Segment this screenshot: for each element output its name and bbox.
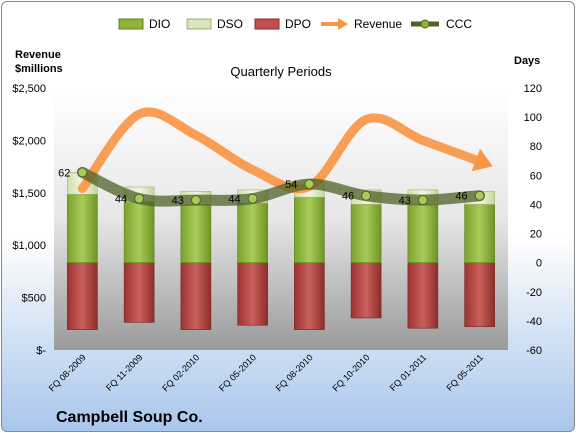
ccc-marker — [474, 190, 485, 201]
dio-bar — [464, 204, 495, 263]
right-tick-label: 20 — [530, 229, 542, 241]
category-label: FQ 05-2011 — [444, 352, 485, 393]
legend-revenue-arrow-icon — [321, 18, 348, 30]
ccc-series: 62 44 43 44 54 46 43 46 — [58, 166, 486, 207]
right-axis-label: Days — [514, 55, 540, 67]
dpo-bar — [294, 262, 325, 330]
left-axis-label-line1: Revenue — [15, 49, 61, 61]
left-tick-label: $2,500 — [12, 83, 46, 95]
legend-ccc-line-icon — [411, 19, 439, 29]
right-tick-label: 0 — [536, 258, 542, 270]
revenue-series — [77, 107, 493, 194]
revenue-arrowhead — [471, 148, 493, 172]
ccc-marker — [304, 179, 315, 190]
dio-bar — [123, 201, 155, 263]
legend-dpo-label: DPO — [285, 17, 311, 31]
dio-bar — [180, 204, 212, 263]
category-labels: FQ 08-2009 FQ 11-2009 FQ 02-2010 FQ 05-2010… — [47, 352, 485, 393]
right-tick-label: 80 — [530, 141, 542, 153]
left-tick-label: $- — [36, 345, 46, 357]
legend-dio-label: DIO — [149, 17, 170, 31]
ccc-data-label: 46 — [455, 191, 467, 203]
company-name: Campbell Soup Co. — [56, 409, 203, 426]
chart-title: Quarterly Periods — [230, 64, 332, 79]
right-tick-label: -60 — [526, 345, 542, 357]
ccc-marker — [247, 193, 258, 204]
axis-ticks: $- $500 $1,000 $1,500 $2,000 $2,500 -60 -40 -20 0… — [12, 83, 542, 357]
dio-bar — [67, 193, 98, 263]
left-axis-label-line2: $millions — [15, 63, 63, 75]
ccc-data-label: 44 — [228, 194, 240, 206]
left-tick-label: $2,000 — [12, 135, 46, 147]
dpo-bar — [180, 262, 212, 330]
left-tick-label: $500 — [22, 293, 46, 305]
dio-bar — [294, 196, 325, 263]
dio-bar — [350, 204, 382, 263]
ccc-marker — [77, 167, 88, 178]
revenue-line — [77, 107, 485, 194]
legend: DIO DSO DPO Revenue CCC — [118, 17, 472, 31]
legend-dpo-swatch — [254, 18, 280, 30]
category-label: FQ 11-2009 — [104, 352, 145, 393]
dpo-bar — [123, 262, 155, 323]
dpo-bar — [407, 262, 439, 329]
left-tick-label: $1,000 — [12, 240, 46, 252]
ccc-data-label: 43 — [399, 195, 411, 207]
legend-dso-swatch — [186, 18, 212, 30]
ccc-data-label: 54 — [285, 179, 297, 191]
legend-revenue-label: Revenue — [354, 17, 402, 31]
ccc-marker — [134, 193, 145, 204]
right-tick-label: 100 — [524, 112, 542, 124]
right-tick-label: -40 — [526, 316, 542, 328]
ccc-data-label: 46 — [342, 191, 354, 203]
dio-bar — [237, 202, 268, 263]
category-label: FQ 08-2010 — [274, 352, 315, 393]
ccc-data-label: 44 — [115, 194, 127, 206]
ccc-data-label: 62 — [58, 167, 70, 179]
legend-ccc-label: CCC — [446, 17, 472, 31]
ccc-marker — [190, 195, 201, 206]
category-label: FQ 08-2009 — [47, 352, 88, 393]
right-tick-label: -20 — [526, 287, 542, 299]
left-tick-label: $1,500 — [12, 188, 46, 200]
category-label: FQ 05-2010 — [217, 352, 258, 393]
dpo-bar — [237, 262, 268, 326]
ccc-data-label: 43 — [172, 195, 184, 207]
right-tick-label: 60 — [530, 170, 542, 182]
legend-dio-swatch — [118, 18, 144, 30]
dpo-bar — [350, 262, 382, 319]
category-label: FQ 01-2011 — [388, 352, 429, 393]
legend-dso-label: DSO — [217, 17, 243, 31]
category-label: FQ 02-2010 — [160, 352, 201, 393]
dpo-bar — [464, 262, 495, 328]
right-tick-label: 120 — [524, 83, 542, 95]
right-tick-label: 40 — [530, 199, 542, 211]
dpo-bar — [67, 262, 98, 330]
ccc-marker — [361, 190, 372, 201]
dio-bar — [407, 204, 439, 263]
category-label: FQ 10-2010 — [331, 352, 372, 393]
ccc-marker — [417, 195, 428, 206]
